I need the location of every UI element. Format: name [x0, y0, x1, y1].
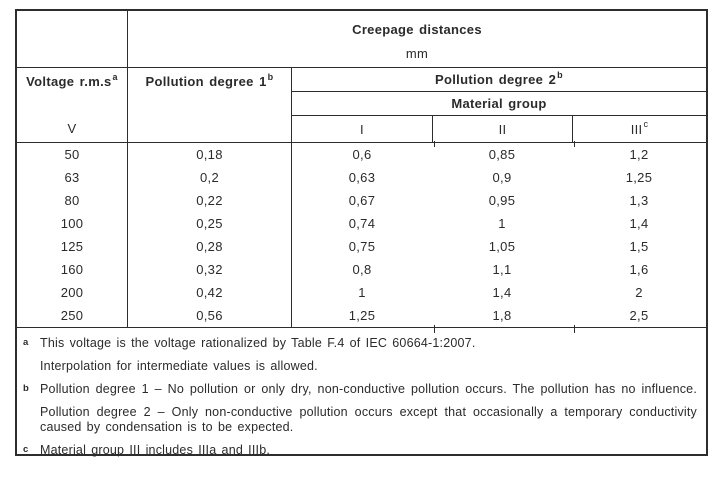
table-row-6-group-III: 2 — [635, 285, 643, 300]
table-row-2-group-I: 0,67 — [348, 193, 376, 208]
table-row-2-group-II: 0,95 — [488, 193, 516, 208]
table-row-3-voltage: 100 — [17, 212, 128, 235]
table-row-5-group-II: 1,1 — [492, 262, 512, 277]
table-row-3-group-II: 1 — [498, 216, 506, 231]
column-tick — [574, 325, 575, 333]
footnote-ref-a: a — [112, 71, 118, 82]
table-row-0-voltage: 50 — [17, 143, 128, 166]
table-row-7-pd1: 0,56 — [128, 304, 292, 327]
table-row-5-pd1: 0,32 — [128, 258, 292, 281]
table-row-0-pd1: 0,18 — [128, 143, 292, 166]
table-title-cell: Creepage distances mm — [128, 11, 706, 68]
footnote-b: b Pollution degree 1 – No pollution or o… — [17, 382, 697, 397]
table-row-5-group-I: 0,8 — [352, 262, 372, 277]
footnote-ref-b: b — [267, 71, 274, 82]
material-group-header-cell: Material group — [292, 92, 706, 116]
table-row-7-group-III: 2,5 — [629, 308, 649, 323]
footnote-ref-c: c — [643, 119, 649, 130]
table-row-2-group-III: 1,3 — [629, 193, 649, 208]
table-row-3-group-I: 0,74 — [348, 216, 376, 231]
table-row-2-pd1: 0,22 — [128, 189, 292, 212]
footnote-a: a This voltage is the voltage rationaliz… — [17, 336, 697, 351]
footnote-b-continuation: Pollution degree 2 – Only non-conductive… — [40, 405, 697, 434]
table-row-4-group-I: 0,75 — [348, 239, 376, 254]
table-row-6-group-I: 1 — [358, 285, 366, 300]
footnote-c: c Material group III includes IIIa and I… — [17, 443, 697, 458]
material-group-I-header: I — [292, 116, 432, 143]
footnote-b-letter: b — [23, 383, 30, 394]
table-row-6-group-II: 1,4 — [492, 285, 512, 300]
footnote-c-letter: c — [23, 444, 29, 455]
material-group-III-header: IIIc — [572, 116, 706, 143]
table-row-4-voltage: 125 — [17, 235, 128, 258]
table-row-6-pd1: 0,42 — [128, 281, 292, 304]
table-row-7-group-II: 1,8 — [492, 308, 512, 323]
table-row-5-voltage: 160 — [17, 258, 128, 281]
column-tick — [574, 141, 575, 147]
pollution-degree-2-header-cell: Pollution degree 2b — [292, 68, 706, 92]
table-row-4-group-III: 1,5 — [629, 239, 649, 254]
footnote-b-text: Pollution degree 1 – No pollution or onl… — [40, 382, 697, 396]
voltage-header-cell: Voltage r.m.sa V — [17, 68, 128, 143]
table-row-3-pd1: 0,25 — [128, 212, 292, 235]
table-row-0-group-II: 0,85 — [488, 147, 516, 162]
table-row-1-group-I: 0,63 — [348, 170, 376, 185]
material-group-label: Material group — [451, 96, 547, 111]
table-row-6-voltage: 200 — [17, 281, 128, 304]
material-group-II-header: II — [432, 116, 572, 143]
table-row-3-group-III: 1,4 — [629, 216, 649, 231]
table-row-1-group-III: 1,25 — [625, 170, 653, 185]
footnotes-section: a This voltage is the voltage rationaliz… — [17, 327, 706, 462]
group-III-label: IIIc — [630, 119, 649, 137]
creepage-distances-table: Creepage distances mm Voltage r.m.sa V P… — [15, 9, 708, 457]
voltage-unit-label: V — [67, 121, 77, 136]
empty-corner-cell — [17, 11, 128, 68]
group-II-label: II — [498, 121, 507, 137]
table-row-4-group-II: 1,05 — [488, 239, 516, 254]
table-row-0-group-I: 0,6 — [352, 147, 372, 162]
table-row-1-group-II: 0,9 — [492, 170, 512, 185]
pollution-degree-2-label: Pollution degree 2b — [435, 69, 563, 87]
table-row-1-voltage: 63 — [17, 166, 128, 189]
table-row-1-pd1: 0,2 — [128, 166, 292, 189]
table-unit: mm — [405, 46, 429, 61]
table-row-2-voltage: 80 — [17, 189, 128, 212]
table-row-0-group-III: 1,2 — [629, 147, 649, 162]
footnote-a-text: This voltage is the voltage rationalized… — [40, 336, 476, 350]
footnote-a-letter: a — [23, 337, 29, 348]
group-I-label: I — [360, 121, 364, 137]
table-row-4-pd1: 0,28 — [128, 235, 292, 258]
column-tick — [434, 325, 435, 333]
column-tick — [434, 141, 435, 147]
footnote-c-text: Material group III includes IIIa and III… — [40, 443, 271, 457]
pollution-degree-1-label: Pollution degree 1b — [145, 71, 274, 89]
pollution-degree-1-header-cell: Pollution degree 1b — [128, 68, 292, 143]
table-title: Creepage distances — [352, 22, 482, 37]
table-row-7-voltage: 250 — [17, 304, 128, 327]
table-row-7-group-I: 1,25 — [348, 308, 376, 323]
footnote-ref-b: b — [557, 69, 563, 80]
table-row-5-group-III: 1,6 — [629, 262, 649, 277]
voltage-header-label: Voltage r.m.sa — [26, 71, 118, 89]
footnote-a-continuation: Interpolation for intermediate values is… — [40, 359, 318, 373]
